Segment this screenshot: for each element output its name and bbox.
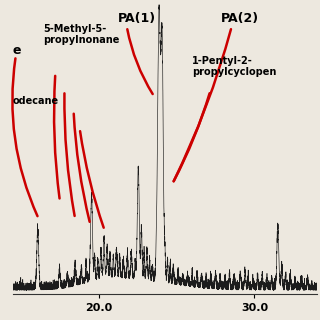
Text: odecane: odecane <box>13 96 59 106</box>
Text: 5-Methyl-5-
propylnonane: 5-Methyl-5- propylnonane <box>43 24 120 45</box>
Text: PA(1): PA(1) <box>118 12 156 25</box>
Text: 1-Pentyl-2-
propylcyclopen: 1-Pentyl-2- propylcyclopen <box>192 56 276 77</box>
Text: e: e <box>13 44 21 57</box>
Text: PA(2): PA(2) <box>221 12 259 25</box>
